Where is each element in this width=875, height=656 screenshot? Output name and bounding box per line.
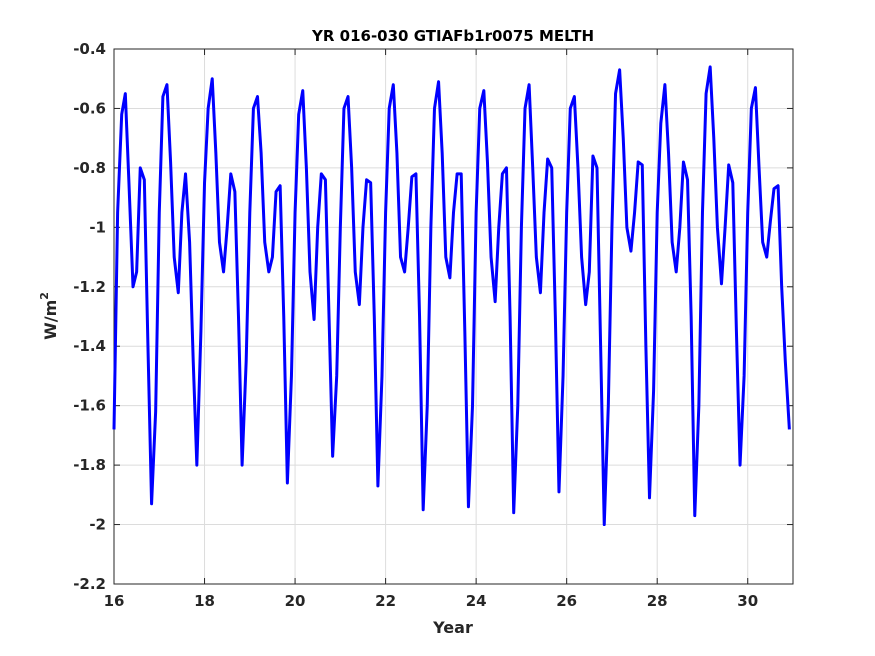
y-tick-label: -2.2 xyxy=(73,575,106,593)
y-tick-labels: -2.2 -2 -1.8 -1.6 -1.4 -1.2 -1 -0.8 -0.6 -0.4 xyxy=(73,40,106,593)
x-tick-label: 22 xyxy=(375,592,396,610)
plot-frame xyxy=(113,48,794,585)
x-tick-label: 24 xyxy=(466,592,487,610)
y-tick-label: -1.6 xyxy=(73,397,106,415)
x-tick-label: 26 xyxy=(556,592,577,610)
x-axis-label: Year xyxy=(432,618,473,637)
series-line xyxy=(112,65,791,527)
y-axis-label-text: W/m xyxy=(41,300,60,340)
y-tick-label: -1.4 xyxy=(73,337,106,355)
x-tick-label: 20 xyxy=(285,592,306,610)
x-tick-labels: 16 18 20 22 24 26 28 30 xyxy=(104,592,759,610)
y-tick-label: -2 xyxy=(89,516,106,534)
y-axis-label-superscript: 2 xyxy=(38,292,51,300)
y-tick-label: -0.6 xyxy=(73,99,106,117)
x-tick-label: 16 xyxy=(104,592,125,610)
y-axis-label: W/m2 xyxy=(38,292,60,340)
x-tick-label: 30 xyxy=(737,592,758,610)
chart-title: YR 016-030 GTIAFb1r0075 MELTH xyxy=(311,27,594,45)
axis-ticks xyxy=(113,48,793,585)
x-tick-label: 28 xyxy=(647,592,668,610)
x-tick-label: 18 xyxy=(194,592,215,610)
y-tick-label: -0.8 xyxy=(73,159,106,177)
y-tick-label: -1.8 xyxy=(73,456,106,474)
y-tick-label: -1.2 xyxy=(73,278,106,296)
y-tick-label: -1 xyxy=(89,218,106,236)
y-tick-label: -0.4 xyxy=(73,40,106,58)
